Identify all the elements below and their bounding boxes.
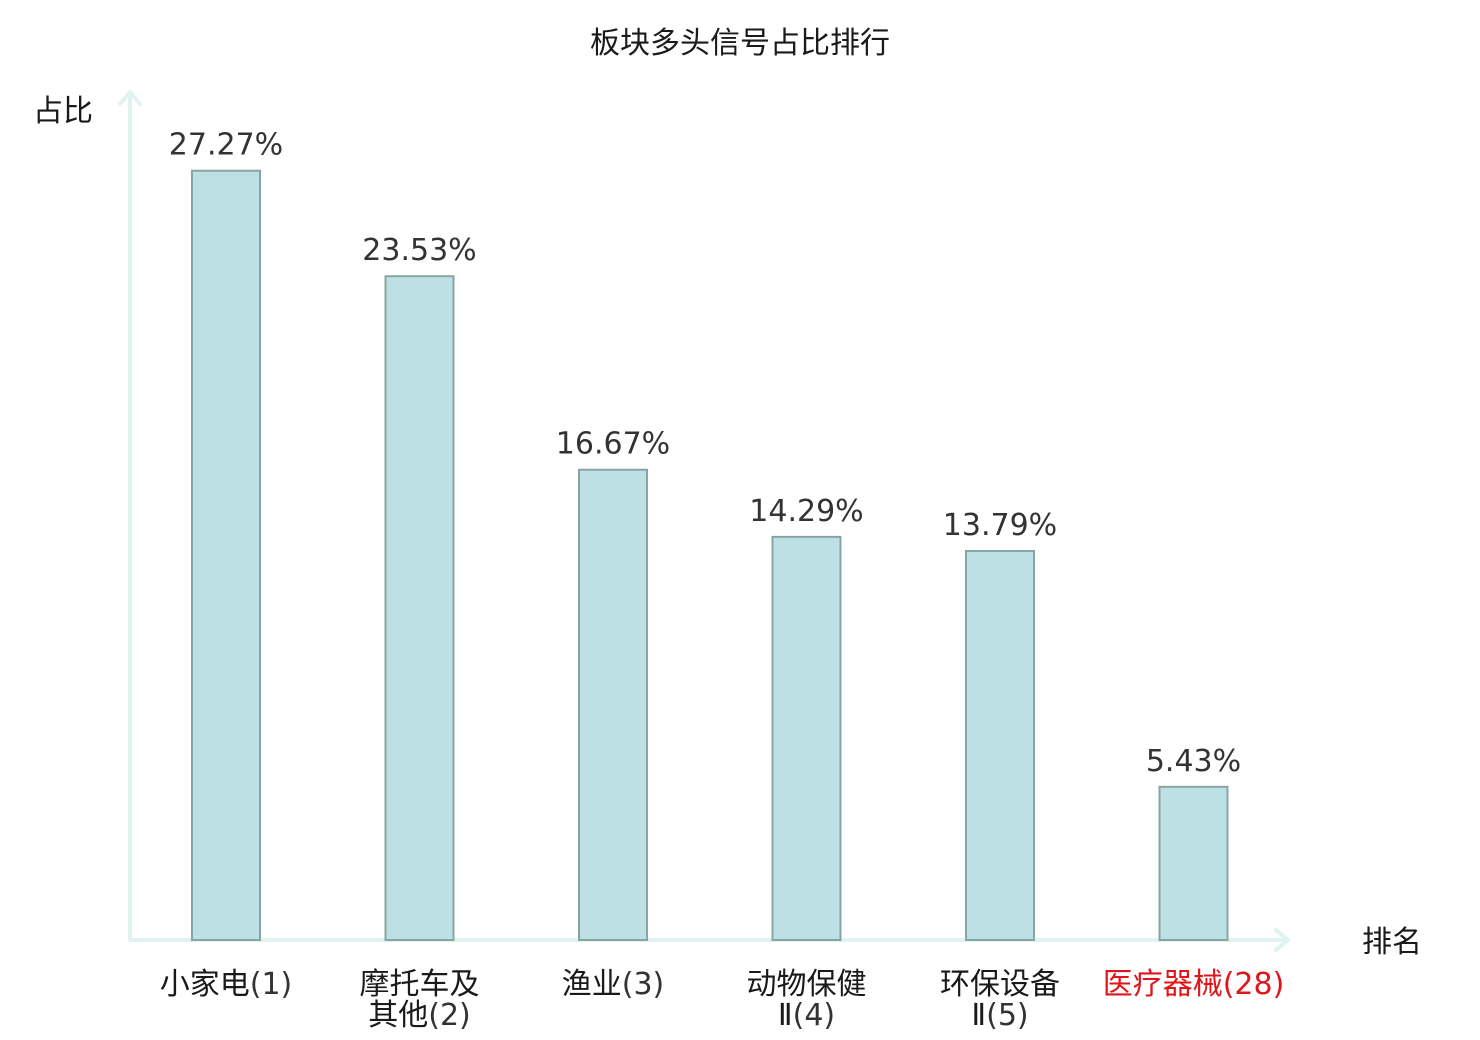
x-tick-rank: (4) xyxy=(793,998,836,1033)
x-tick-labels: 小家电(1) 摩托车及其他(2)渔业(3) 动物保健 Ⅱ(4)环保设备 Ⅱ(5)医疗器械… xyxy=(160,967,1285,1033)
x-tick-rank: (1) xyxy=(250,967,293,1002)
x-tick-name-line: Ⅱ xyxy=(971,998,986,1033)
x-tick-rank: (28) xyxy=(1223,967,1285,1002)
bar-3 xyxy=(578,468,648,941)
x-tick-name-line: 渔业 xyxy=(562,967,622,1002)
x-tick-name-line: 其他 xyxy=(368,998,428,1033)
x-tick-rank: (5) xyxy=(986,998,1029,1033)
x-tick-name-line: 小家电 xyxy=(160,967,250,1002)
x-tick-rank: (3) xyxy=(622,967,665,1002)
data-labels: 27.27% 23.53% 16.67% 14.29% 13.79% 5.43% xyxy=(169,128,1241,779)
data-label-3: 16.67% xyxy=(556,427,670,462)
chart-title: 板块多头信号占比排行 xyxy=(590,26,890,61)
bar-2 xyxy=(384,275,455,941)
axes xyxy=(118,90,1290,952)
bar-4 xyxy=(771,535,842,941)
x-tick-label-1: 小家电(1) xyxy=(160,967,293,1002)
x-tick-name-line: 动物保健 xyxy=(747,967,867,1002)
data-label-6: 5.43% xyxy=(1146,744,1241,779)
data-label-2: 23.53% xyxy=(362,233,476,268)
data-label-1: 27.27% xyxy=(169,128,283,163)
x-tick-label-5: 环保设备 Ⅱ(5) xyxy=(940,967,1060,1033)
x-tick-name-line: 环保设备 xyxy=(940,967,1060,1002)
data-label-4: 14.29% xyxy=(749,494,863,529)
bar-1 xyxy=(191,169,261,941)
bar-5 xyxy=(965,549,1035,941)
x-tick-rank: (2) xyxy=(428,998,471,1033)
x-tick-label-3: 渔业(3) xyxy=(562,967,665,1002)
x-tick-label-4: 动物保健 Ⅱ(4) xyxy=(747,967,867,1033)
data-label-5: 13.79% xyxy=(943,508,1057,543)
x-tick-label-6: 医疗器械(28) xyxy=(1103,967,1285,1002)
x-tick-name-line: Ⅱ xyxy=(778,998,793,1033)
x-tick-label-2: 摩托车及其他(2) xyxy=(360,967,480,1033)
x-tick-name-line: 医疗器械 xyxy=(1103,967,1223,1002)
x-axis-label: 排名 xyxy=(1362,925,1422,960)
bar-6 xyxy=(1158,785,1229,941)
bar-series xyxy=(191,169,1229,941)
x-tick-name-line: 摩托车及 xyxy=(360,967,480,1002)
y-axis-label: 占比 xyxy=(33,94,93,129)
x-axis-arrow xyxy=(1274,928,1290,952)
